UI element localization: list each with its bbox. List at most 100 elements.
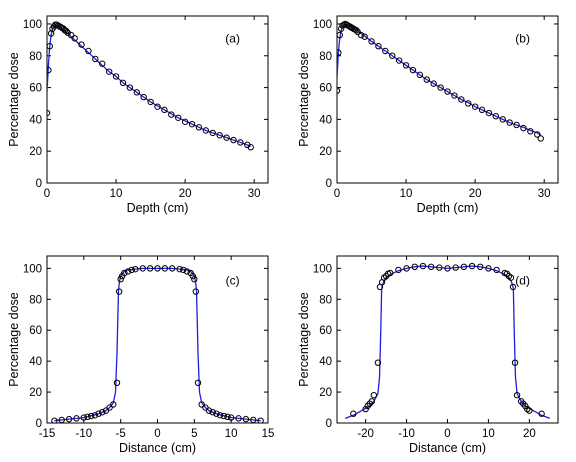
- measured-point: [209, 129, 216, 137]
- measured-point: [180, 266, 187, 274]
- measured-point: [538, 410, 545, 417]
- x-tick-label: 10: [400, 188, 413, 200]
- x-tick-label: -15: [39, 428, 56, 440]
- measured-point: [112, 73, 120, 80]
- measured-point: [389, 52, 396, 59]
- calculated-curve: [47, 24, 252, 148]
- measured-point: [91, 412, 99, 419]
- measured-point: [477, 263, 484, 271]
- y-tick-label: 100: [23, 19, 42, 31]
- measured-point: [427, 263, 435, 271]
- measured-point: [115, 288, 123, 295]
- measured-point: [209, 408, 216, 416]
- measured-point: [99, 60, 106, 67]
- measured-point: [99, 408, 106, 416]
- measured-point: [73, 415, 80, 422]
- measured-point: [92, 55, 99, 63]
- plot-frame: [46, 15, 269, 184]
- measured-point: [88, 412, 95, 420]
- x-tick-label: 0: [154, 428, 160, 440]
- measured-point: [169, 265, 176, 272]
- measured-point: [250, 416, 257, 423]
- measured-point: [247, 144, 254, 151]
- measured-point: [113, 379, 121, 386]
- measured-point: [147, 98, 154, 106]
- series-group: [337, 20, 544, 142]
- measured-point: [374, 359, 382, 366]
- y-tick-label: 40: [319, 114, 332, 126]
- y-tick-label: 80: [319, 51, 332, 63]
- measured-point: [436, 264, 443, 271]
- measured-point: [183, 268, 191, 275]
- measured-point: [361, 33, 368, 40]
- measured-point: [416, 71, 424, 79]
- measured-point: [509, 283, 517, 291]
- series-group: [51, 265, 264, 423]
- y-tick-label: 80: [319, 294, 332, 306]
- y-tick-label: 20: [29, 146, 42, 158]
- measured-point: [527, 128, 534, 135]
- measured-point: [337, 49, 342, 56]
- measured-point: [499, 116, 506, 123]
- measured-point: [357, 31, 365, 39]
- y-tick-label: 0: [36, 178, 42, 190]
- x-tick-label: 10: [225, 428, 238, 440]
- measured-point: [230, 136, 237, 144]
- measured-point: [132, 265, 139, 273]
- measured-point: [520, 124, 527, 132]
- y-tick-label: 40: [29, 114, 42, 126]
- y-tick-label: 20: [319, 387, 332, 399]
- x-axis-label: Depth (cm): [417, 201, 479, 215]
- x-axis-label: Distance (cm): [119, 441, 196, 455]
- y-tick-label: 80: [29, 294, 42, 306]
- measured-point: [411, 263, 418, 271]
- measured-point: [124, 268, 132, 275]
- measured-point: [534, 131, 541, 138]
- measured-point: [117, 275, 124, 283]
- x-axis-label: Depth (cm): [127, 201, 189, 215]
- x-tick-label: -10: [398, 428, 415, 440]
- x-tick-label: 0: [444, 428, 450, 440]
- measured-point: [458, 96, 465, 103]
- measured-point: [202, 404, 209, 411]
- y-tick-label: 60: [319, 325, 332, 337]
- measured-point: [437, 84, 444, 91]
- measured-point: [223, 134, 230, 141]
- measured-point: [220, 412, 228, 420]
- measured-point: [198, 401, 205, 408]
- measured-point: [403, 265, 410, 272]
- measured-point: [444, 88, 451, 95]
- measured-point: [189, 272, 197, 280]
- panel-label: (b): [515, 32, 530, 46]
- x-tick-label: -10: [76, 428, 93, 440]
- y-tick-label: 60: [319, 83, 332, 95]
- panel-label: (d): [515, 273, 530, 287]
- measured-point: [202, 127, 210, 134]
- measured-point: [493, 266, 500, 274]
- measured-point: [402, 62, 410, 69]
- measured-point: [227, 414, 235, 421]
- measured-point: [181, 118, 189, 125]
- measured-point: [468, 262, 476, 270]
- measured-point: [139, 265, 146, 272]
- measured-point: [102, 407, 110, 414]
- measured-point: [513, 391, 521, 399]
- measured-point: [133, 89, 140, 96]
- measured-point: [191, 275, 198, 283]
- measured-point: [419, 262, 427, 270]
- panel-label: (c): [226, 273, 240, 287]
- measured-point: [194, 379, 202, 386]
- measured-point: [140, 93, 147, 101]
- measured-point: [216, 412, 224, 419]
- calculated-curve: [54, 267, 261, 422]
- measured-point: [382, 47, 389, 55]
- measured-point: [471, 103, 479, 110]
- measured-point: [47, 66, 52, 74]
- y-tick-label: 80: [29, 51, 42, 63]
- x-axis-label: Distance (cm): [409, 441, 486, 455]
- measured-point: [58, 416, 65, 423]
- measured-point: [444, 265, 451, 272]
- measured-point: [154, 265, 161, 272]
- x-tick-label: 10: [482, 428, 495, 440]
